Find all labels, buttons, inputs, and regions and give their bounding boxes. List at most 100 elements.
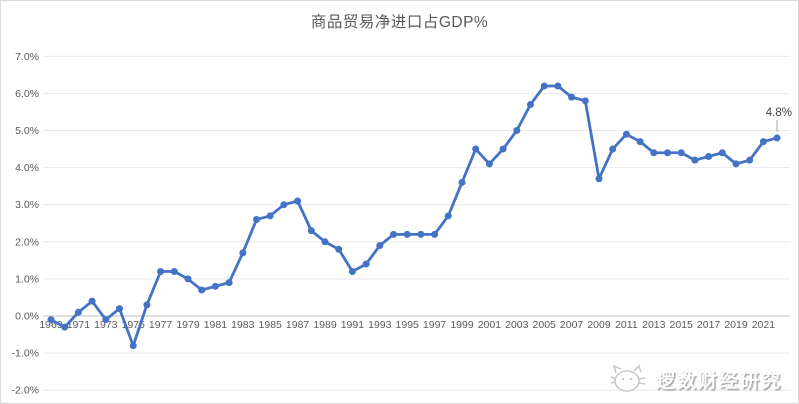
- x-tick-label: 2009: [587, 319, 611, 331]
- data-point: [458, 178, 466, 186]
- data-point: [280, 201, 288, 209]
- x-tick-label: 2005: [533, 319, 557, 331]
- data-point: [650, 149, 658, 157]
- data-point: [746, 156, 754, 164]
- data-point: [732, 160, 740, 168]
- data-point: [540, 82, 548, 90]
- x-tick-label: 1973: [94, 319, 118, 331]
- series-line: [49, 84, 779, 348]
- y-axis-labels: 7.0% 6.0% 5.0% 4.0% 3.0% 2.0% 1.0% 0.0% -1.0% -2.…: [12, 51, 39, 397]
- data-point: [321, 238, 329, 246]
- x-tick-label: 1997: [423, 319, 447, 331]
- data-point: [102, 316, 110, 324]
- x-tick-label: 2003: [505, 319, 529, 331]
- y-tick-label: 7.0%: [15, 51, 39, 63]
- x-tick-label: 2011: [615, 319, 638, 331]
- data-point: [595, 175, 603, 183]
- x-tick-label: 1991: [341, 319, 365, 331]
- data-point: [61, 323, 69, 331]
- data-point: [157, 267, 165, 275]
- x-tick-label: 1981: [204, 319, 228, 331]
- data-point: [554, 82, 562, 90]
- data-point: [568, 93, 576, 101]
- y-tick-label: 3.0%: [15, 199, 39, 211]
- x-tick-label: 1977: [149, 319, 173, 331]
- x-tick-label: 1999: [450, 319, 474, 331]
- data-point: [664, 149, 671, 157]
- data-point: [335, 245, 343, 253]
- data-point: [184, 275, 192, 283]
- data-point: [129, 342, 137, 350]
- x-tick-label: 2007: [560, 319, 584, 331]
- x-tick-label: 1995: [396, 319, 420, 331]
- y-tick-label: 5.0%: [15, 125, 39, 137]
- data-point: [198, 286, 206, 294]
- data-point: [691, 156, 699, 164]
- data-point: [348, 267, 356, 275]
- y-tick-label: -2.0%: [12, 385, 39, 397]
- data-point: [472, 145, 480, 153]
- x-tick-label: 1971: [67, 319, 91, 331]
- x-tick-label: 2019: [724, 319, 748, 331]
- data-point: [609, 145, 617, 153]
- data-point: [362, 260, 370, 268]
- x-tick-label: 1987: [286, 319, 310, 331]
- last-point-value-label: 4.8%: [766, 107, 792, 119]
- data-point: [677, 149, 685, 157]
- x-tick-label: 1989: [313, 319, 337, 331]
- data-point: [718, 149, 726, 157]
- data-point: [499, 145, 507, 153]
- x-tick-label: 2015: [670, 319, 694, 331]
- data-point: [211, 282, 219, 290]
- data-point: [417, 230, 425, 238]
- data-point: [581, 97, 589, 105]
- x-axis-labels: 1969 1971 1973 1975 1977 1979 1981 1983 1985 1987…: [39, 319, 775, 331]
- data-point: [431, 230, 439, 238]
- cat-face-icon: [610, 364, 646, 392]
- watermark: 逻数财经研究: [610, 363, 782, 395]
- x-tick-label: 2013: [642, 319, 666, 331]
- data-point: [294, 197, 302, 205]
- data-point: [390, 230, 397, 238]
- data-point: [116, 305, 123, 313]
- data-point: [403, 230, 411, 238]
- data-point: [88, 297, 96, 305]
- x-tick-label: 2021: [752, 319, 776, 331]
- y-tick-label: 0.0%: [15, 311, 39, 323]
- x-tick-label: 2001: [478, 319, 502, 331]
- data-point: [485, 160, 493, 168]
- x-tick-label: 1983: [231, 319, 255, 331]
- data-point: [74, 308, 82, 316]
- y-tick-label: 4.0%: [15, 162, 39, 174]
- data-point: [307, 227, 315, 235]
- y-tick-label: 1.0%: [15, 273, 39, 285]
- y-tick-label: -1.0%: [12, 348, 39, 360]
- chart-title: 商品贸易净进口占GDP%: [310, 14, 489, 31]
- y-tick-label: 2.0%: [15, 236, 39, 248]
- data-point: [773, 134, 781, 142]
- data-point: [239, 249, 247, 257]
- x-tick-label: 1979: [176, 319, 200, 331]
- data-point: [376, 242, 384, 250]
- data-point: [47, 316, 55, 324]
- watermark-text: 逻数财经研究: [655, 370, 782, 392]
- data-point: [636, 138, 644, 146]
- x-tick-label: 2017: [697, 319, 721, 331]
- data-point: [513, 127, 521, 134]
- data-point: [143, 301, 151, 309]
- data-point: [444, 212, 452, 220]
- x-tick-label: 1993: [368, 319, 392, 331]
- data-point: [759, 138, 767, 146]
- gridlines-layer: [43, 55, 790, 391]
- data-series-layer: [47, 82, 781, 350]
- y-tick-label: 6.0%: [15, 88, 39, 100]
- data-point: [170, 267, 178, 275]
- data-point: [253, 216, 260, 224]
- data-point: [705, 152, 713, 160]
- data-point: [622, 130, 630, 138]
- data-point: [527, 101, 534, 109]
- data-point: [225, 279, 233, 287]
- x-tick-label: 1985: [259, 319, 283, 331]
